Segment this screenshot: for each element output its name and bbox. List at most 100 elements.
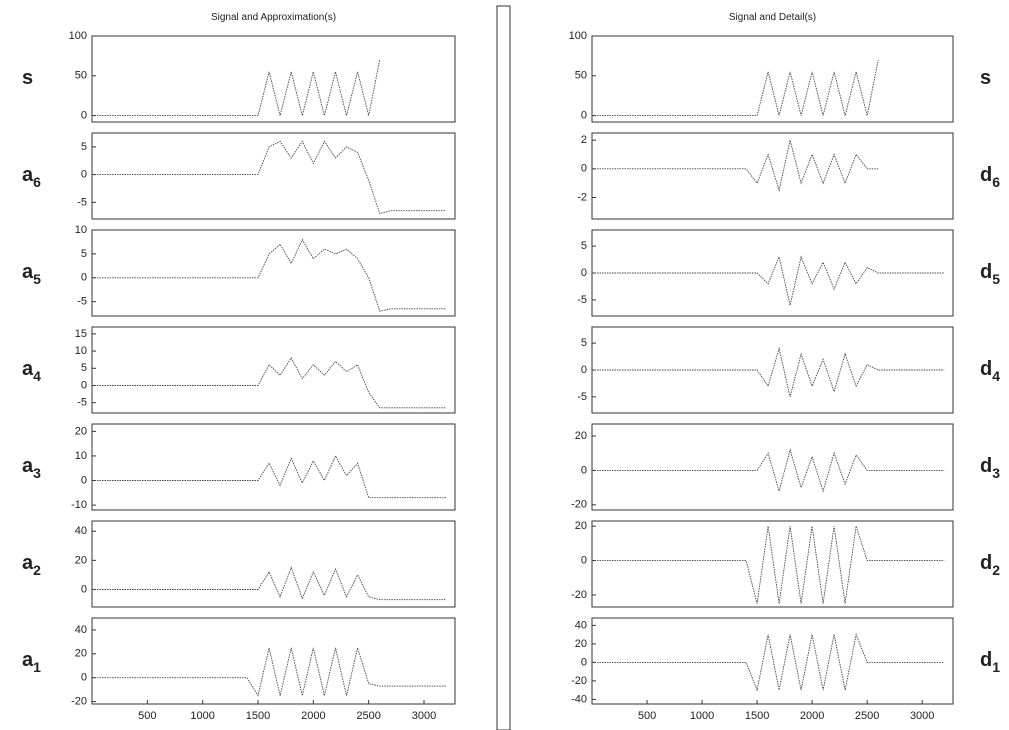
y-tick-label: 20 (575, 430, 587, 442)
plot-frame (91, 520, 456, 608)
y-tick-label: 15 (75, 328, 87, 340)
y-tick-label: -40 (571, 693, 587, 705)
x-tick-label: 500 (638, 710, 656, 722)
row-label-letter: d (980, 455, 992, 477)
signal-line (592, 140, 879, 193)
y-tick-label: -5 (577, 294, 587, 306)
signal-line (592, 526, 945, 604)
x-tick-label: 2500 (356, 710, 380, 722)
y-tick-label: 5 (81, 248, 87, 260)
y-tick-label: -5 (77, 296, 87, 308)
x-tick-label: 1000 (190, 710, 214, 722)
y-tick-label: 40 (575, 619, 587, 631)
row-label: a4 (22, 358, 41, 383)
y-tick-label: 5 (81, 362, 87, 374)
row-label-letter: a (22, 358, 34, 380)
divider (496, 5, 511, 730)
x-tick-label: 1000 (690, 710, 714, 722)
y-tick-label: -5 (77, 397, 87, 409)
y-tick-label: 5 (581, 337, 587, 349)
row-label-letter: d (980, 358, 992, 380)
y-tick-label: -10 (71, 499, 87, 511)
row-label: d2 (980, 552, 1000, 577)
row-label-subscript: 4 (33, 368, 41, 384)
y-tick-label: 40 (75, 624, 87, 636)
y-tick-label: -2 (577, 191, 587, 203)
row-label-letter: d (980, 649, 992, 671)
row-label-subscript: 4 (992, 368, 1000, 384)
signal-line (92, 59, 381, 117)
row-label-subscript: 5 (992, 271, 1000, 287)
y-tick-label: 0 (81, 672, 87, 684)
row-label-subscript: 3 (992, 465, 1000, 481)
y-tick-label: -20 (71, 696, 87, 708)
plot-frame (591, 423, 954, 511)
plot-frame (591, 229, 954, 317)
y-tick-label: -20 (571, 589, 587, 601)
y-tick-label: 0 (581, 163, 587, 175)
y-tick-label: 20 (575, 520, 587, 532)
y-tick-label: 0 (581, 656, 587, 668)
signal-line (92, 140, 447, 215)
plot-frame (591, 132, 954, 220)
y-tick-label: -5 (577, 391, 587, 403)
row-label-subscript: 5 (33, 271, 41, 287)
signal-line (92, 357, 447, 409)
y-tick-label: 50 (75, 70, 87, 82)
y-tick-label: 100 (569, 30, 587, 42)
y-tick-label: 5 (81, 141, 87, 153)
row-label: a2 (22, 552, 41, 577)
y-tick-label: 10 (75, 224, 87, 236)
signal-line (92, 566, 447, 601)
y-tick-label: 2 (581, 134, 587, 146)
signal-line (592, 448, 945, 493)
row-label-letter: d (980, 164, 992, 186)
row-label: d3 (980, 455, 1000, 480)
row-label: s (980, 67, 991, 89)
y-tick-label: 40 (75, 525, 87, 537)
y-tick-label: 0 (581, 267, 587, 279)
row-label-subscript: 2 (992, 562, 1000, 578)
row-label-letter: s (22, 67, 33, 89)
row-label-letter: a (22, 455, 34, 477)
x-tick-label: 3000 (412, 710, 436, 722)
x-tick-label: 500 (138, 710, 156, 722)
plot-frame (591, 520, 954, 608)
y-tick-label: -20 (571, 499, 587, 511)
row-label-subscript: 1 (992, 659, 1000, 675)
x-tick-label: 3000 (910, 710, 934, 722)
y-tick-label: 20 (75, 554, 87, 566)
row-label-subscript: 3 (33, 465, 41, 481)
row-label: d5 (980, 261, 1000, 286)
y-tick-label: 5 (581, 240, 587, 252)
row-label: s (22, 67, 33, 89)
x-tick-label: 2000 (301, 710, 325, 722)
x-tick-label: 2500 (855, 710, 879, 722)
x-tick-label: 1500 (246, 710, 270, 722)
y-tick-label: 0 (81, 474, 87, 486)
y-tick-label: 0 (581, 364, 587, 376)
signal-line (592, 255, 945, 306)
x-tick-label: 1500 (745, 710, 769, 722)
row-label-letter: d (980, 552, 992, 574)
y-tick-label: 20 (75, 425, 87, 437)
y-tick-label: 0 (581, 554, 587, 566)
row-label-letter: a (22, 552, 34, 574)
plot-frame (91, 617, 456, 705)
y-tick-label: -20 (571, 675, 587, 687)
y-tick-label: 20 (75, 648, 87, 660)
panel-title: Signal and Approximation(s) (211, 12, 336, 23)
y-tick-label: 0 (81, 583, 87, 595)
row-label: d4 (980, 358, 1000, 383)
plot-frame (591, 35, 954, 123)
row-label-subscript: 6 (33, 174, 41, 190)
plot-frame (91, 326, 456, 414)
plot-frame (91, 229, 456, 317)
y-tick-label: 10 (75, 345, 87, 357)
row-label: a1 (22, 649, 41, 674)
y-tick-label: 0 (81, 379, 87, 391)
row-label: a6 (22, 164, 41, 189)
row-label-letter: a (22, 261, 34, 283)
plot-frame (91, 35, 456, 123)
